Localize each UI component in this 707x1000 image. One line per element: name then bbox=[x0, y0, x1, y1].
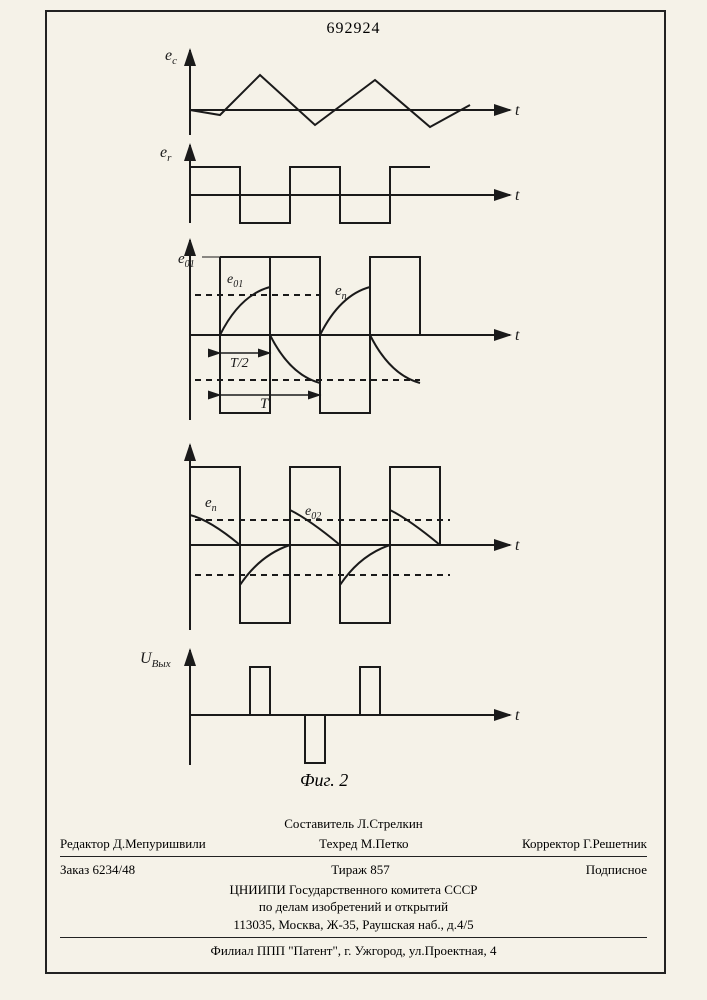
corrector-name: Г.Решетник bbox=[583, 836, 647, 851]
corrector-label: Корректор bbox=[522, 836, 580, 851]
branch: Филиал ППП "Патент", г. Ужгород, ул.Прое… bbox=[60, 942, 647, 960]
tirage: Тираж 857 bbox=[331, 861, 390, 879]
doc-number: 692924 bbox=[0, 20, 707, 38]
techred-label: Техред bbox=[319, 836, 357, 851]
techred-name: М.Петко bbox=[361, 836, 409, 851]
timing-diagram: ec t er t e01 bbox=[110, 45, 580, 775]
page: 692924 ec t er t bbox=[0, 0, 707, 1000]
label-t2: t bbox=[515, 187, 520, 204]
label-uvykh: UВых bbox=[140, 650, 171, 670]
label-e01-inner: e01 bbox=[227, 272, 243, 290]
subscription: Подписное bbox=[586, 861, 647, 879]
editor-label: Редактор bbox=[60, 836, 110, 851]
label-t1: t bbox=[515, 102, 520, 119]
address1: 113035, Москва, Ж-35, Раушская наб., д.4… bbox=[60, 916, 647, 934]
label-en4: en bbox=[205, 495, 217, 514]
label-er: er bbox=[160, 144, 172, 164]
label-t-full: T bbox=[260, 396, 270, 412]
label-t4: t bbox=[515, 537, 520, 554]
compiler-name: Л.Стрелкин bbox=[357, 816, 422, 831]
label-en3: en bbox=[335, 283, 347, 302]
label-e01-outer: e01 bbox=[178, 251, 195, 270]
order: Заказ 6234/48 bbox=[60, 861, 135, 879]
footer: Составитель Л.Стрелкин Редактор Д.Мепури… bbox=[60, 815, 647, 960]
label-t-half: T/2 bbox=[230, 356, 249, 371]
figure-label: Фиг. 2 bbox=[300, 770, 348, 791]
compiler-label: Составитель bbox=[284, 816, 354, 831]
org-line2: по делам изобретений и открытий bbox=[60, 898, 647, 916]
label-t5: t bbox=[515, 707, 520, 724]
editor-name: Д.Мепуришвили bbox=[113, 836, 206, 851]
org-line1: ЦНИИПИ Государственного комитета СССР bbox=[60, 881, 647, 899]
label-ec: ec bbox=[165, 47, 177, 67]
label-t3: t bbox=[515, 327, 520, 344]
